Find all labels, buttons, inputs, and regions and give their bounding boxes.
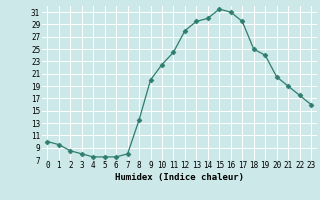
X-axis label: Humidex (Indice chaleur): Humidex (Indice chaleur) [115, 173, 244, 182]
